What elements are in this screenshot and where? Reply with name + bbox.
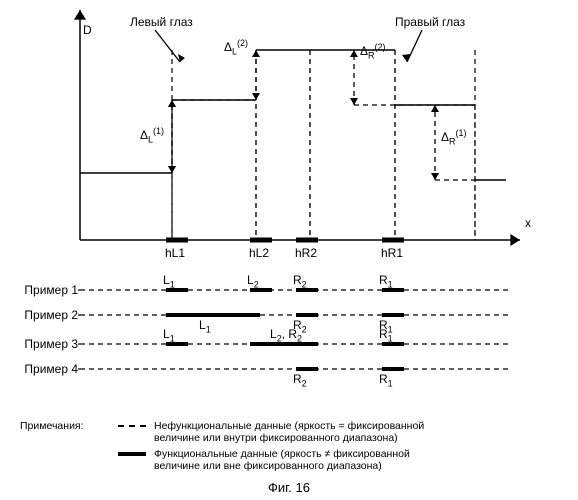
htick-hL2: hL2	[249, 246, 269, 260]
eye-right-label: Правый глаз	[395, 15, 465, 29]
figure-caption: Фиг. 16	[0, 480, 578, 495]
segment-label: L1	[199, 318, 211, 334]
segment-label: L1	[163, 327, 175, 343]
legend-solid-swatch	[118, 452, 146, 456]
delta-R1-text: ΔR(1)	[441, 130, 467, 144]
delta-L2-text: ΔL(2)	[224, 40, 248, 54]
segment-label: L2, R2	[270, 327, 302, 343]
delta-L1-label: ΔL(1)	[140, 126, 164, 144]
legend-dash-text: Нефункциональные данные (яркость = фикси…	[154, 420, 454, 444]
segment-label: R2	[293, 372, 307, 388]
htick-hL1: hL1	[165, 246, 185, 260]
eye-left-label: Левый глаз	[130, 15, 193, 29]
delta-R2-label: ΔR(2)	[360, 42, 386, 60]
row1-label: Пример 1	[8, 283, 78, 297]
x-axis-label: x	[525, 216, 531, 230]
segment-label: R2	[293, 273, 307, 289]
segment-label: R1	[379, 327, 393, 343]
delta-R2-text: ΔR(2)	[360, 44, 386, 58]
row2-label: Пример 2	[8, 308, 78, 322]
legend-solid-text: Функциональные данные (яркость ≠ фиксиро…	[154, 448, 454, 472]
legend-title: Примечания:	[20, 420, 84, 432]
legend-row-dash: Нефункциональные данные (яркость = фикси…	[118, 420, 538, 444]
diagram-canvas: Левый глаз Правый глаз D x ΔL(1) ΔL(2) Δ…	[0, 0, 578, 500]
htick-hR1: hR1	[381, 246, 403, 260]
delta-R1-label: ΔR(1)	[441, 128, 467, 146]
segment-label: R1	[379, 372, 393, 388]
legend-dash-swatch	[118, 425, 146, 427]
legend-row-solid: Функциональные данные (яркость ≠ фиксиро…	[118, 448, 538, 472]
row4-label: Пример 4	[8, 362, 78, 376]
segment-label: L2	[247, 273, 259, 289]
segment-label: L1	[163, 273, 175, 289]
htick-hR2: hR2	[295, 246, 317, 260]
y-axis-label: D	[83, 23, 92, 37]
delta-L1-text: ΔL(1)	[140, 128, 164, 142]
row3-label: Пример 3	[8, 337, 78, 351]
segment-label: R1	[379, 273, 393, 289]
delta-L2-label: ΔL(2)	[224, 38, 248, 56]
